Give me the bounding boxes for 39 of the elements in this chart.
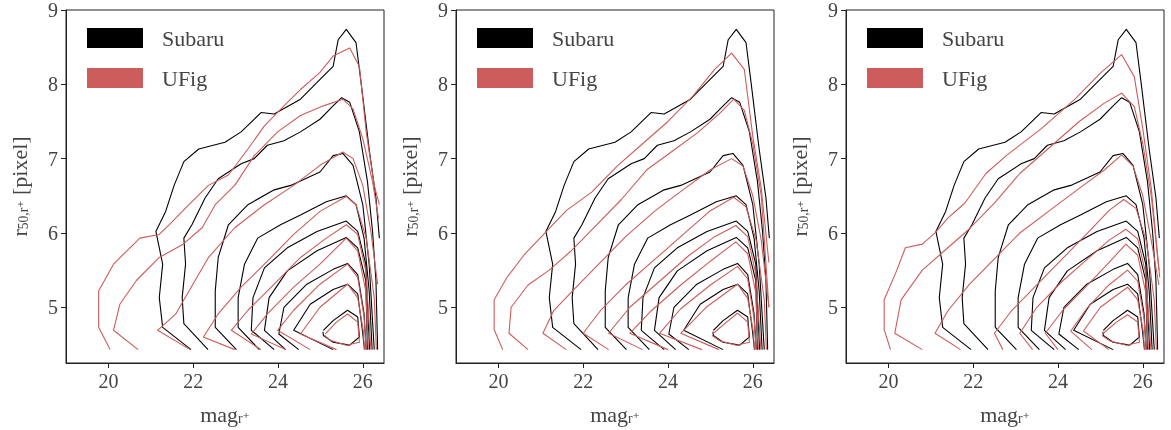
- x-tick-label: 24: [658, 370, 678, 392]
- x-axis-title: magr⁺: [200, 401, 250, 427]
- x-axis-title: magr⁺: [980, 401, 1030, 427]
- y-tick-label: 5: [438, 296, 448, 319]
- y-tick-label: 6: [828, 221, 838, 244]
- x-tick-label: 20: [878, 370, 899, 392]
- x-tick-label: 26: [352, 370, 373, 392]
- x-axis-title: magr⁺: [590, 401, 640, 427]
- x-tick-label: 24: [1048, 370, 1068, 392]
- x-tick-label: 24: [268, 370, 288, 392]
- y-tick-label: 6: [48, 221, 58, 244]
- legend-label: Subaru: [552, 25, 615, 51]
- legend-label: UFig: [162, 65, 208, 91]
- x-tick-label: 26: [1132, 370, 1153, 392]
- y-tick-label: 7: [828, 147, 838, 170]
- y-tick-label: 9: [48, 0, 58, 21]
- y-tick-label: 5: [828, 296, 838, 319]
- legend-label: Subaru: [162, 25, 225, 51]
- y-tick-label: 7: [438, 147, 448, 170]
- y-axis-title: r50,r⁺ [pixel]: [786, 136, 812, 237]
- x-tick-label: 20: [488, 370, 509, 392]
- y-tick-label: 8: [828, 73, 838, 96]
- x-tick-label: 22: [573, 370, 594, 392]
- legend-label: UFig: [552, 65, 598, 91]
- x-tick-label: 22: [963, 370, 984, 392]
- y-axis-title: r50,r⁺ [pixel]: [6, 136, 32, 237]
- x-tick-label: 20: [98, 370, 119, 392]
- legend-label: UFig: [942, 65, 988, 91]
- y-tick-label: 7: [48, 147, 58, 170]
- x-tick-label: 22: [183, 370, 204, 392]
- y-axis-title: r50,r⁺ [pixel]: [396, 136, 422, 237]
- legend-label: Subaru: [942, 25, 1005, 51]
- y-tick-label: 5: [48, 296, 58, 319]
- y-tick-label: 6: [438, 221, 448, 244]
- y-tick-label: 9: [438, 0, 448, 21]
- y-tick-label: 8: [48, 73, 58, 96]
- x-tick-label: 26: [742, 370, 763, 392]
- y-tick-label: 8: [438, 73, 448, 96]
- y-tick-label: 9: [828, 0, 838, 21]
